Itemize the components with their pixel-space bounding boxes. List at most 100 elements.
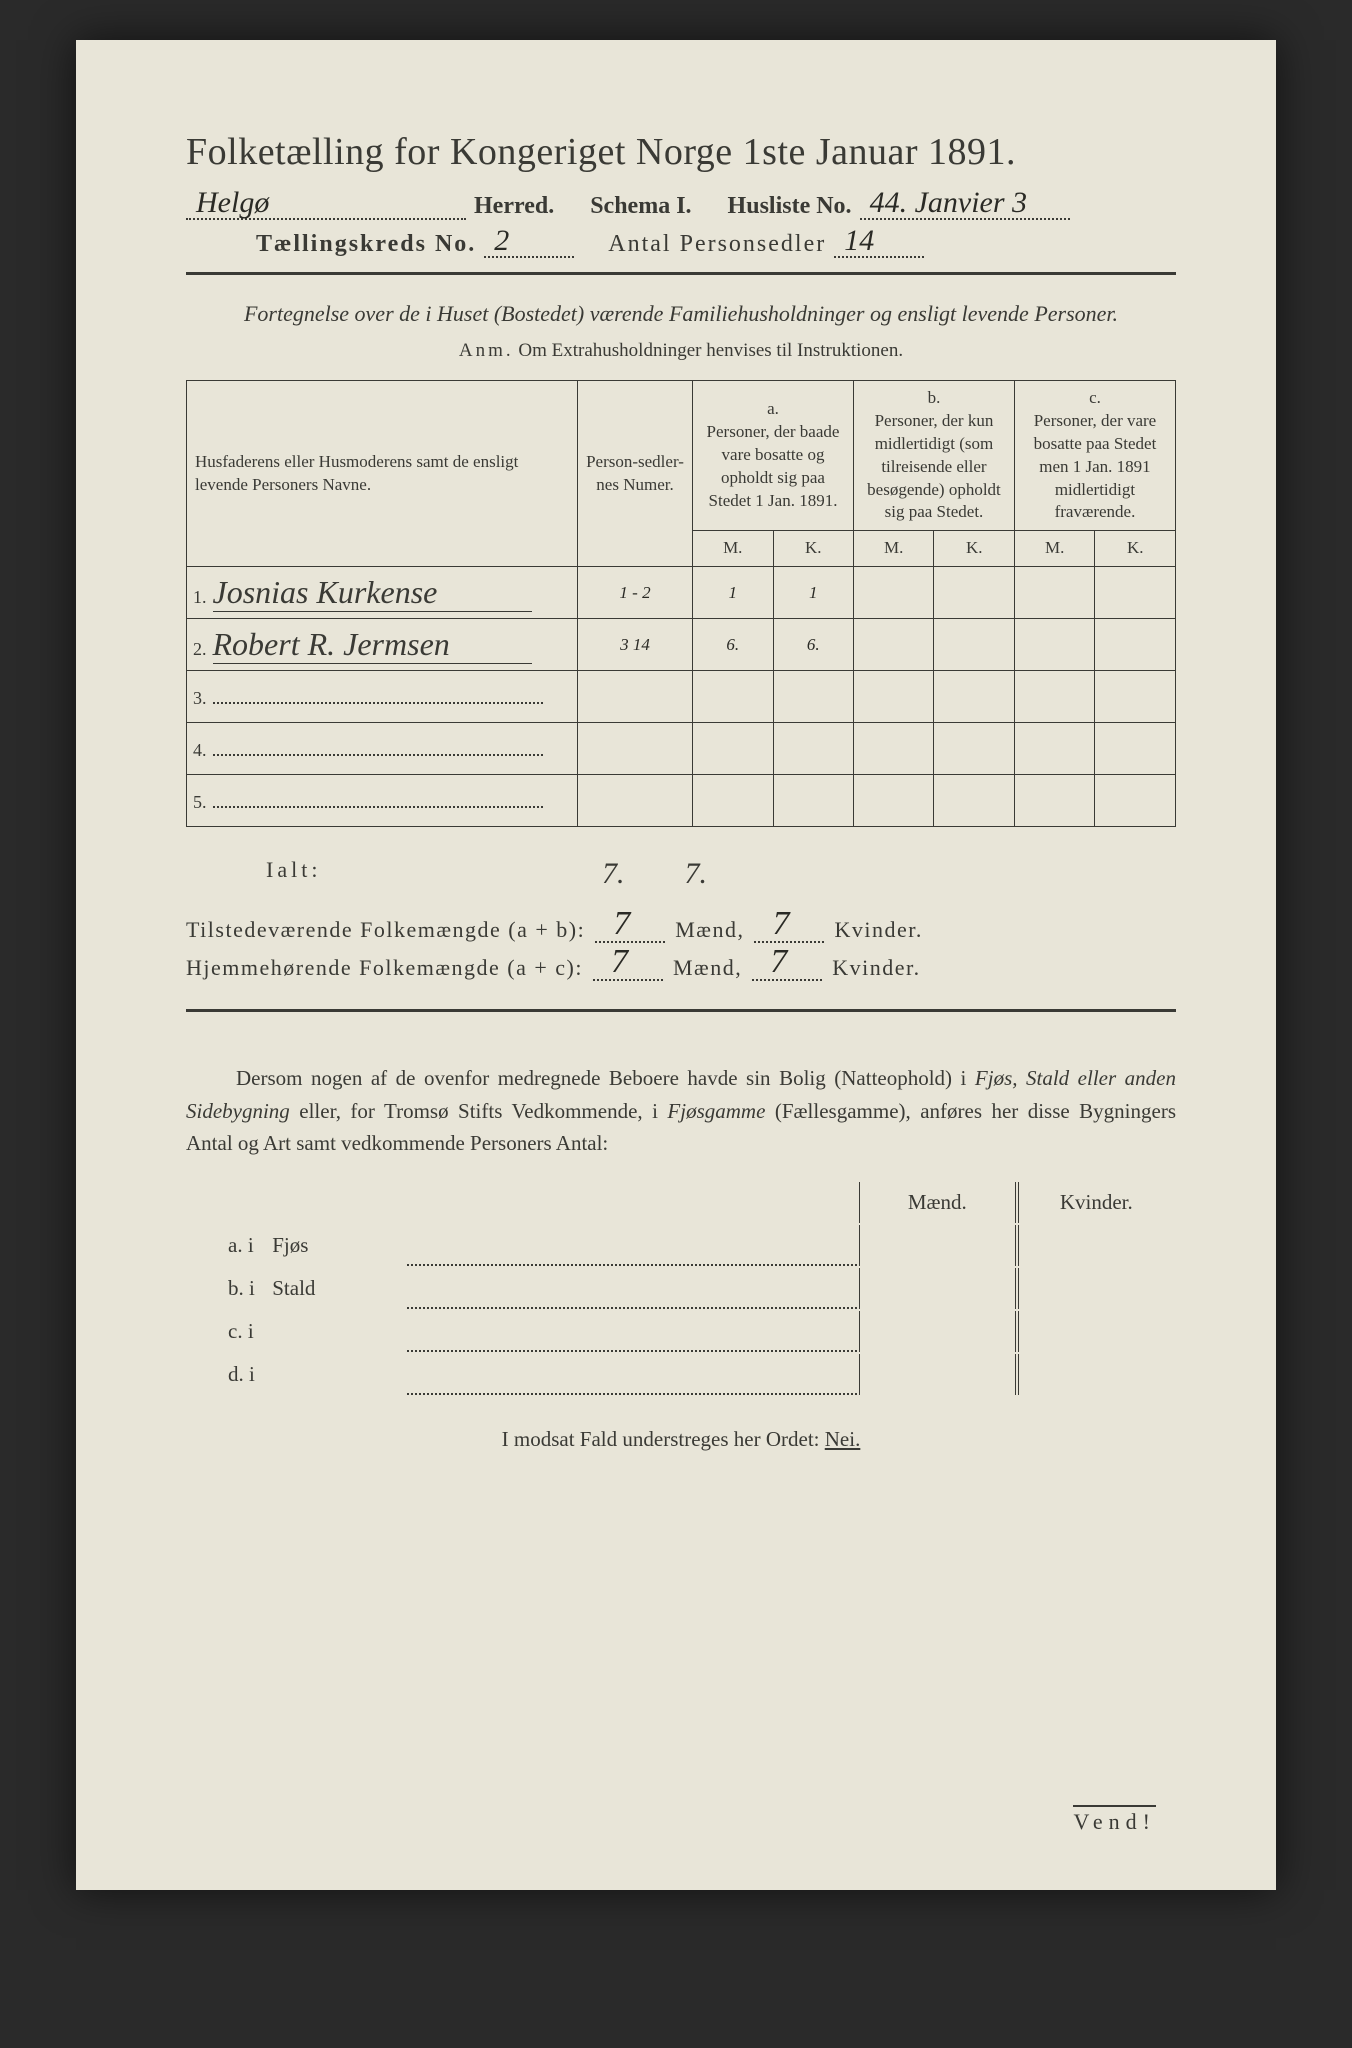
tilstede-m-field: 7 bbox=[595, 915, 665, 943]
ialt-m: 7. bbox=[602, 857, 625, 891]
hjemme-label: Hjemmehørende Folkemængde (a + c): bbox=[186, 955, 583, 981]
tilstede-line: Tilstedeværende Folkemængde (a + b): 7 M… bbox=[186, 915, 1176, 943]
cell-num bbox=[578, 671, 693, 723]
main-table: Husfaderens eller Husmoderens samt de en… bbox=[186, 380, 1176, 828]
c-m: M. bbox=[1014, 531, 1094, 567]
bld-dots bbox=[407, 1354, 857, 1395]
husliste-value: 44. Janvier 3 bbox=[870, 186, 1027, 220]
schema-label: Schema I. bbox=[590, 193, 691, 220]
husliste-field: 44. Janvier 3 bbox=[860, 192, 1070, 220]
husliste-label: Husliste No. bbox=[728, 193, 852, 220]
hjemme-m-field: 7 bbox=[593, 953, 663, 981]
maend-label-2: Mænd, bbox=[673, 955, 742, 981]
bld-lbl: d. i bbox=[188, 1354, 266, 1395]
building-row: b. iStald bbox=[188, 1268, 1174, 1309]
cell-cM bbox=[1014, 775, 1094, 827]
table-row: 3. bbox=[187, 671, 1176, 723]
bld-maend: Mænd. bbox=[859, 1182, 1015, 1223]
antal-value: 14 bbox=[844, 224, 874, 258]
nei-word: Nei. bbox=[825, 1427, 861, 1451]
cell-bM bbox=[853, 723, 933, 775]
anm-line: Anm. Om Extrahusholdninger henvises til … bbox=[186, 340, 1176, 362]
vend-label: Vend! bbox=[1073, 1805, 1156, 1835]
bld-dots bbox=[407, 1225, 857, 1266]
maend-label: Mænd, bbox=[675, 917, 744, 943]
tilstede-k: 7 bbox=[772, 905, 791, 943]
name-cell: 4. bbox=[187, 723, 578, 775]
kvinder-label-2: Kvinder. bbox=[832, 955, 920, 981]
cell-aM bbox=[693, 775, 773, 827]
herred-value: Helgø bbox=[196, 186, 269, 220]
col-b-text: Personer, der kun midlertidigt (som tilr… bbox=[862, 410, 1006, 525]
cell-cK bbox=[1095, 567, 1176, 619]
divider-2 bbox=[186, 1009, 1176, 1012]
cell-num: 3 14 bbox=[578, 619, 693, 671]
cell-aM: 6. bbox=[693, 619, 773, 671]
building-row: a. iFjøs bbox=[188, 1225, 1174, 1266]
cell-bM bbox=[853, 619, 933, 671]
name-cell: 1.Josnias Kurkense bbox=[187, 567, 578, 619]
col-a-text: Personer, der baade vare bosatte og opho… bbox=[701, 421, 845, 513]
cell-aK: 6. bbox=[773, 619, 853, 671]
b-m: M. bbox=[853, 531, 933, 567]
building-paragraph: Dersom nogen af de ovenfor medregnede Be… bbox=[186, 1062, 1176, 1160]
col-c-text: Personer, der vare bosatte paa Stedet me… bbox=[1023, 410, 1167, 525]
cell-aM bbox=[693, 723, 773, 775]
divider bbox=[186, 272, 1176, 275]
tilstede-label: Tilstedeværende Folkemængde (a + b): bbox=[186, 917, 585, 943]
col-b-header: b. Personer, der kun midlertidigt (som t… bbox=[853, 380, 1014, 531]
antal-label: Antal Personsedler bbox=[608, 231, 826, 258]
cell-bK bbox=[934, 671, 1014, 723]
nei-text: I modsat Fald understreges her Ordet: bbox=[502, 1427, 820, 1451]
hjemme-k-field: 7 bbox=[752, 953, 822, 981]
c-k: K. bbox=[1095, 531, 1176, 567]
cell-bK bbox=[934, 775, 1014, 827]
bld-type bbox=[268, 1311, 405, 1352]
cell-aM bbox=[693, 671, 773, 723]
ialt-k: 7. bbox=[685, 857, 708, 891]
bld-kvinder: Kvinder. bbox=[1018, 1182, 1174, 1223]
table-row: 1.Josnias Kurkense1 - 211 bbox=[187, 567, 1176, 619]
col-num-header: Person-sedler-nes Numer. bbox=[578, 380, 693, 567]
cell-bK bbox=[934, 619, 1014, 671]
cell-cK bbox=[1095, 723, 1176, 775]
bld-m bbox=[859, 1225, 1015, 1266]
cell-num bbox=[578, 775, 693, 827]
cell-aM: 1 bbox=[693, 567, 773, 619]
page-title: Folketælling for Kongeriget Norge 1ste J… bbox=[186, 130, 1176, 174]
name-cell: 3. bbox=[187, 671, 578, 723]
ialt-values: 7. 7. bbox=[582, 857, 1176, 891]
bld-type: Fjøs bbox=[268, 1225, 405, 1266]
hjemme-m: 7 bbox=[611, 943, 630, 981]
bld-dots bbox=[407, 1268, 857, 1309]
cell-aK bbox=[773, 723, 853, 775]
bld-type: Stald bbox=[268, 1268, 405, 1309]
name-cell: 2.Robert R. Jermsen bbox=[187, 619, 578, 671]
bld-k bbox=[1018, 1311, 1174, 1352]
bld-m bbox=[859, 1354, 1015, 1395]
cell-cM bbox=[1014, 671, 1094, 723]
cell-bM bbox=[853, 567, 933, 619]
b-k: K. bbox=[934, 531, 1014, 567]
bld-lbl: a. i bbox=[188, 1225, 266, 1266]
bld-lbl: c. i bbox=[188, 1311, 266, 1352]
a-k: K. bbox=[773, 531, 853, 567]
kreds-label: Tællingskreds No. bbox=[256, 231, 476, 258]
tilstede-m: 7 bbox=[613, 905, 632, 943]
cell-cK bbox=[1095, 775, 1176, 827]
cell-aK: 1 bbox=[773, 567, 853, 619]
kreds-value: 2 bbox=[494, 224, 509, 258]
tilstede-k-field: 7 bbox=[754, 915, 824, 943]
bld-m bbox=[859, 1268, 1015, 1309]
cell-num bbox=[578, 723, 693, 775]
antal-field: 14 bbox=[834, 230, 924, 258]
name-cell: 5. bbox=[187, 775, 578, 827]
kvinder-label: Kvinder. bbox=[834, 917, 922, 943]
col-a-header: a. Personer, der baade vare bosatte og o… bbox=[693, 380, 854, 531]
bld-k bbox=[1018, 1225, 1174, 1266]
bld-m bbox=[859, 1311, 1015, 1352]
col-a-label: a. bbox=[701, 398, 845, 421]
building-row: d. i bbox=[188, 1354, 1174, 1395]
table-row: 4. bbox=[187, 723, 1176, 775]
anm-text: Om Extrahusholdninger henvises til Instr… bbox=[518, 340, 903, 361]
